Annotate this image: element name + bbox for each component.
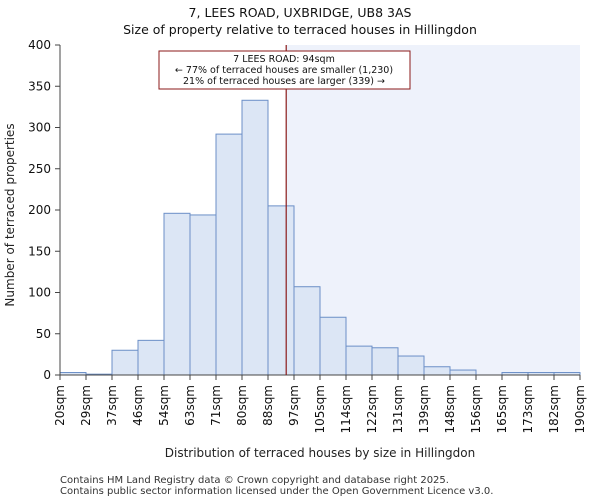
y-tick-label: 50	[36, 327, 51, 341]
annotation-line-1: 7 LEES ROAD: 94sqm	[233, 54, 335, 65]
chart-subtitle: Size of property relative to terraced ho…	[123, 22, 477, 37]
x-tick-label: 114sqm	[339, 385, 353, 433]
x-tick-label: 156sqm	[469, 385, 483, 433]
x-tick-label: 148sqm	[443, 385, 457, 433]
x-tick-label: 105sqm	[313, 385, 327, 433]
x-tick-label: 131sqm	[391, 385, 405, 433]
histogram-bar	[241, 99, 269, 376]
histogram-bar	[163, 212, 191, 376]
y-tick-label: 150	[28, 244, 51, 258]
y-tick-label: 400	[28, 38, 51, 52]
x-tick-label: 139sqm	[417, 385, 431, 433]
histogram-bar	[293, 286, 321, 376]
histogram-bar	[319, 316, 347, 376]
y-tick-label: 100	[28, 286, 51, 300]
x-tick-label: 190sqm	[573, 385, 587, 433]
histogram-bar	[371, 347, 399, 376]
x-axis-label: Distribution of terraced houses by size …	[165, 446, 475, 460]
annotation-line-2: ← 77% of terraced houses are smaller (1,…	[175, 65, 393, 76]
x-tick-label: 88sqm	[261, 385, 275, 426]
histogram-bar	[267, 205, 295, 376]
x-tick-label: 173sqm	[521, 385, 535, 433]
x-tick-label: 122sqm	[365, 385, 379, 433]
y-axis-label: Number of terraced properties	[3, 123, 17, 306]
annotation-frame	[158, 50, 411, 90]
histogram-bar	[215, 133, 243, 376]
histogram-bar	[189, 214, 217, 376]
histogram-bar	[397, 355, 425, 376]
chart-title: 7, LEES ROAD, UXBRIDGE, UB8 3AS	[189, 5, 412, 20]
y-tick-label: 200	[28, 203, 51, 217]
x-tick-label: 71sqm	[209, 385, 223, 426]
y-tick-label: 250	[28, 162, 51, 176]
y-tick-label: 300	[28, 121, 51, 135]
y-tick-label: 0	[43, 368, 51, 382]
histogram-bar	[137, 339, 165, 376]
histogram-bar	[449, 369, 477, 376]
footer-line-1: Contains HM Land Registry data © Crown c…	[60, 475, 449, 486]
histogram-bar	[111, 349, 139, 376]
x-tick-label: 80sqm	[235, 385, 249, 426]
footer-line-2: Contains public sector information licen…	[60, 486, 493, 497]
annotation-line-3: 21% of terraced houses are larger (339) …	[183, 76, 385, 87]
x-tick-label: 20sqm	[53, 385, 67, 426]
x-tick-label: 37sqm	[105, 385, 119, 426]
x-tick-label: 97sqm	[287, 385, 301, 426]
histogram-bar	[345, 345, 373, 376]
histogram-bar	[423, 366, 451, 376]
x-tick-label: 46sqm	[131, 385, 145, 426]
x-tick-label: 63sqm	[183, 385, 197, 426]
x-tick-label: 165sqm	[495, 385, 509, 433]
y-tick-label: 350	[28, 79, 51, 93]
x-tick-label: 182sqm	[547, 385, 561, 433]
x-tick-label: 54sqm	[157, 385, 171, 426]
x-tick-label: 29sqm	[79, 385, 93, 426]
annotation-box: 7 LEES ROAD: 94sqm ← 77% of terraced hou…	[158, 50, 411, 90]
